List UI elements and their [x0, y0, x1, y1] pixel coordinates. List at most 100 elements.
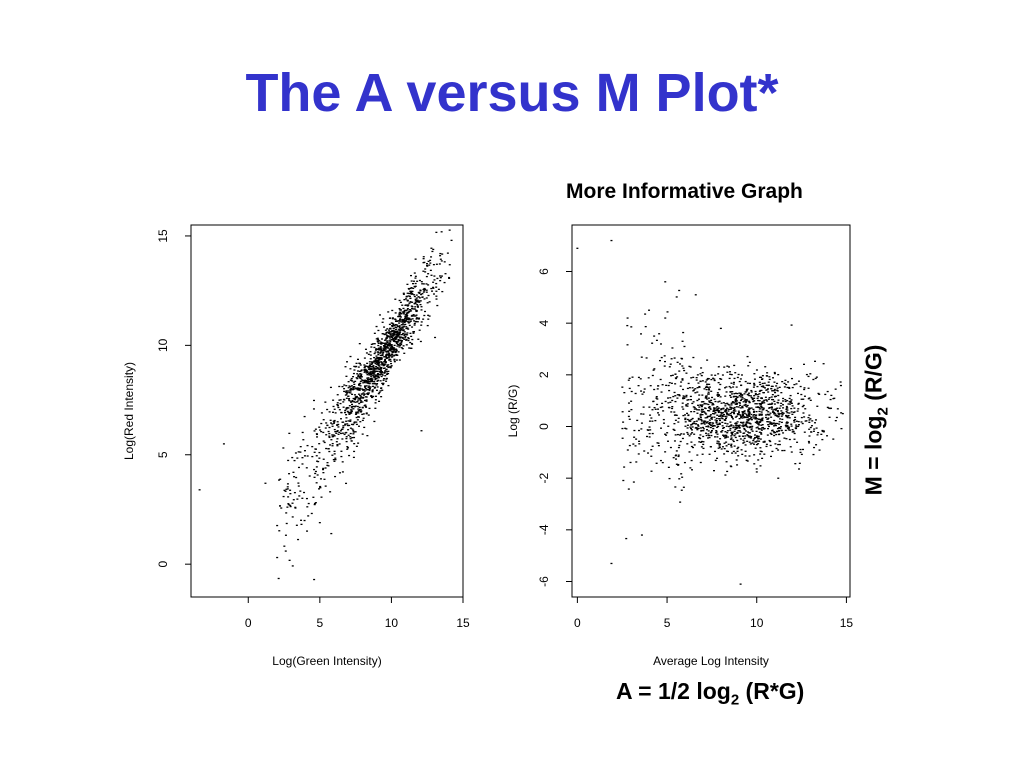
data-point — [710, 424, 713, 427]
data-point — [752, 417, 755, 419]
data-point — [807, 375, 810, 378]
data-point — [704, 420, 707, 422]
data-point — [375, 325, 378, 328]
data-point — [734, 426, 737, 428]
data-point — [717, 447, 720, 449]
data-point — [367, 382, 370, 385]
data-point — [750, 407, 753, 409]
data-point — [346, 391, 349, 394]
data-point — [731, 391, 734, 393]
data-point — [390, 356, 393, 358]
data-point — [729, 391, 732, 393]
data-point — [668, 477, 671, 480]
data-point — [369, 379, 372, 381]
data-point — [410, 347, 413, 349]
data-point — [349, 368, 352, 370]
data-point — [724, 395, 727, 397]
data-point — [687, 433, 690, 435]
data-point — [379, 372, 382, 374]
data-point — [770, 388, 773, 390]
data-point — [406, 327, 409, 329]
data-point — [703, 388, 706, 390]
data-point — [355, 362, 358, 365]
data-point — [331, 454, 334, 456]
data-point — [355, 365, 358, 368]
data-point — [345, 393, 348, 395]
data-point — [728, 366, 731, 368]
data-point — [720, 413, 723, 415]
data-point — [376, 386, 379, 388]
data-point — [382, 333, 385, 335]
data-point — [711, 418, 714, 420]
data-point — [393, 358, 396, 360]
data-point — [356, 396, 359, 398]
data-point — [297, 466, 300, 469]
data-point — [730, 446, 733, 448]
data-point — [814, 419, 817, 421]
data-point — [350, 379, 353, 382]
data-point — [705, 379, 708, 381]
data-point — [432, 286, 435, 289]
data-point — [692, 401, 695, 403]
data-point — [386, 340, 389, 342]
data-point — [303, 519, 306, 522]
data-point — [760, 429, 763, 431]
data-point — [398, 332, 401, 334]
data-point — [333, 460, 336, 462]
data-point — [364, 386, 367, 388]
data-point — [431, 290, 434, 292]
data-point — [313, 503, 316, 506]
data-point — [767, 384, 770, 387]
data-point — [328, 432, 331, 435]
data-point — [742, 425, 745, 428]
data-point — [713, 379, 716, 382]
data-point — [294, 507, 297, 509]
data-point — [375, 363, 378, 365]
data-point — [755, 410, 758, 413]
data-point — [336, 438, 339, 440]
data-point — [405, 309, 408, 312]
data-point — [744, 455, 747, 457]
data-point — [315, 433, 318, 435]
data-point — [350, 423, 353, 426]
data-point — [363, 371, 366, 373]
data-point — [779, 426, 782, 428]
data-point — [790, 399, 793, 401]
data-point — [711, 396, 714, 399]
data-point — [743, 425, 746, 427]
data-point — [378, 314, 381, 316]
data-point — [776, 431, 779, 433]
data-point — [396, 325, 399, 327]
data-point — [816, 434, 819, 436]
data-point — [342, 398, 345, 401]
data-point — [674, 377, 677, 379]
data-point — [682, 367, 685, 369]
data-point — [817, 392, 820, 395]
data-point — [436, 277, 439, 280]
data-point — [759, 438, 762, 440]
data-point — [733, 406, 736, 409]
data-point — [326, 408, 329, 411]
data-point — [289, 493, 292, 495]
data-point — [390, 350, 393, 352]
data-point — [676, 397, 679, 399]
data-point — [802, 404, 805, 407]
data-point — [752, 408, 755, 411]
data-point — [739, 392, 742, 395]
data-point — [801, 422, 804, 425]
data-point — [366, 362, 369, 365]
data-point — [386, 365, 389, 367]
data-point — [706, 359, 709, 361]
data-point — [656, 388, 659, 390]
data-point — [349, 412, 352, 414]
data-point — [379, 367, 382, 369]
data-point — [730, 402, 733, 404]
data-point — [745, 421, 748, 423]
data-point — [801, 448, 804, 451]
data-point — [337, 423, 340, 426]
data-point — [788, 387, 791, 389]
data-point — [726, 436, 729, 438]
data-point — [721, 414, 724, 417]
data-point — [324, 401, 327, 403]
data-point — [379, 349, 382, 351]
